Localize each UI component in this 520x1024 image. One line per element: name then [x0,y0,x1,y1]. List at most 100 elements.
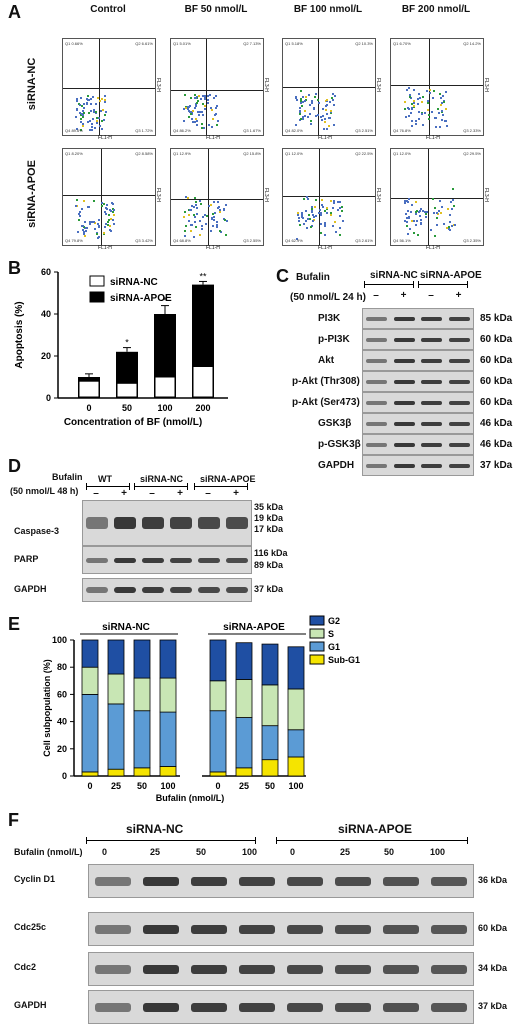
x-tick-label: 0 [87,781,92,791]
flow-column-header: BF 100 nmol/L [293,4,363,15]
flow-event-dot [433,117,436,120]
stacked-bar-segment [133,639,151,679]
flow-event-dot [298,107,301,110]
quadrant-q3-label: Q3 2.61% [355,238,373,243]
flow-event-dot [82,103,85,106]
protein-band [198,587,220,593]
flow-event-dot [112,218,115,221]
flow-event-dot [207,102,210,105]
flow-event-dot [298,224,301,227]
stacked-bar-segment [159,677,177,713]
flow-event-dot [103,95,106,98]
flow-event-dot [435,223,438,226]
panel-b-apoptosis-chart: 0 20 40 60 0 * 50 * 100 ** 200 Concentration of BF … [14,267,228,428]
flow-event-dot [436,216,439,219]
flow-event-dot [199,98,202,101]
flow-event-dot [192,235,195,238]
quadrant-q4-label: Q4 76.8% [393,128,411,133]
flow-event-dot [94,102,97,105]
flow-event-dot [79,114,82,117]
flow-event-dot [413,220,416,223]
protein-band [238,876,276,886]
flow-event-dot [451,208,454,211]
stacked-bar-segment [107,639,125,675]
flow-event-dot [430,110,433,113]
flow-event-dot [88,221,91,224]
protein-band [170,517,192,529]
flow-event-dot [110,229,113,232]
flow-event-dot [418,215,421,218]
flow-event-dot [85,226,88,229]
protein-band [142,587,164,593]
flow-event-dot [191,204,194,207]
panel-f-letter: F [8,810,19,830]
flow-event-dot [91,117,94,120]
flow-event-dot [332,98,335,101]
flow-event-dot [95,117,98,120]
flow-x-axis-label: FL1-H [426,135,440,141]
flow-event-dot [302,217,305,220]
protein-band [366,421,388,426]
flow-event-dot [414,211,417,214]
flow-event-dot [216,206,219,209]
quadrant-q3-label: Q3 2.33% [463,128,481,133]
flow-event-dot [406,233,409,235]
flow-event-dot [332,207,335,210]
flow-event-dot [188,105,191,108]
flow-event-dot [304,210,307,213]
flow-event-dot [298,111,301,114]
flow-event-dot [103,101,106,104]
quadrant-q1-label: Q1 8.20% [65,151,83,156]
blot-strip-parp [82,546,252,574]
lane-treatment-mark: – [205,488,211,499]
flow-event-dot [420,100,423,103]
protein-band [448,463,470,468]
flow-event-dot [434,126,437,129]
flow-event-dot [448,228,451,231]
stacked-bar-segment [209,771,227,777]
x-axis-title: Bufalin (nmol/L) [156,793,225,803]
quadrant-gate-horizontal [63,88,155,90]
flow-event-dot [90,97,93,100]
flow-event-dot [441,205,444,208]
flow-event-dot [332,199,335,202]
flow-event-dot [212,219,215,222]
flow-event-dot [196,206,199,209]
y-tick-label: 80 [57,662,67,672]
flow-event-dot [103,211,106,214]
flow-event-dot [406,217,409,220]
flow-event-dot [413,101,416,104]
flow-event-dot [223,217,226,220]
blot-strip [88,912,474,946]
flow-event-dot [301,100,304,103]
significance-mark: * [163,296,167,306]
flow-event-dot [106,223,109,226]
blot-strip-caspase3 [82,500,252,546]
flow-event-dot [309,225,312,228]
quadrant-q1-label: Q1 12.0% [393,151,411,156]
flow-event-dot [208,204,211,207]
flow-event-dot [310,210,313,213]
flow-event-dot [204,94,207,97]
flow-event-dot [90,220,93,223]
blot-row-label: p-Akt (Thr308) [292,376,360,387]
flow-event-dot [318,102,321,105]
flow-event-dot [193,107,196,110]
stacked-bar-segment [209,680,227,712]
flow-event-dot [208,123,211,126]
flow-event-dot [86,120,89,123]
flow-event-dot [296,214,299,217]
flow-event-dot [427,117,430,120]
flow-event-dot [320,231,323,234]
flow-event-dot [75,116,78,119]
blot-row-label: Cdc25c [14,922,47,932]
molecular-weight-label: 17 kDa [254,524,284,534]
flow-cytometry-plot: Q1 12.0% Q2 29.5% Q4 56.1% Q3 2.35% [390,148,484,246]
protein-band [430,964,468,974]
group-label: siRNA-NC [102,622,150,633]
flow-event-dot [421,113,424,116]
flow-event-dot [81,110,84,113]
flow-event-dot [310,119,313,122]
flow-event-dot [440,102,443,105]
flow-event-dot [429,229,432,232]
